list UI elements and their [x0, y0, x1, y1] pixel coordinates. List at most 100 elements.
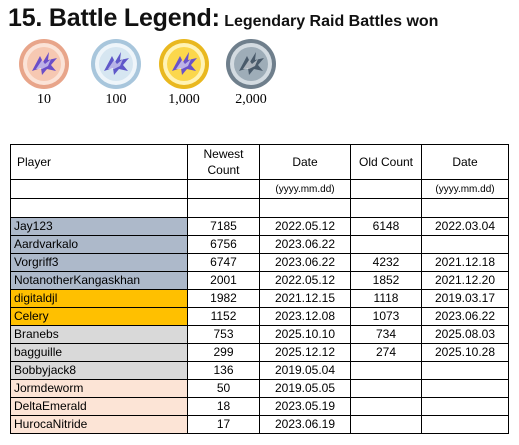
date-cell: 2023.06.22 [259, 235, 351, 254]
dragon-medal-icon [159, 39, 209, 89]
newest-count-cell: 7185 [187, 217, 260, 236]
newest-count-cell: 50 [187, 379, 260, 398]
old-date-cell: 2025.10.28 [421, 343, 509, 362]
old-date-cell: 2021.12.20 [421, 271, 509, 290]
old-count-cell [350, 379, 422, 398]
date-cell: 2023.06.22 [259, 253, 351, 272]
subheader-cell [10, 179, 188, 199]
player-cell: bagguille [10, 343, 188, 362]
table-row: Aardvarkalo 6756 2023.06.22 [10, 235, 509, 254]
table-row: HurocaNitride 17 2023.06.19 [10, 415, 509, 434]
medal-label: 1,000 [168, 92, 200, 107]
medal-label: 100 [105, 92, 127, 107]
old-count-cell [350, 415, 422, 434]
table-row: NotanotherKangaskhan 2001 2022.05.12 1852 20… [10, 271, 509, 290]
newest-count-cell: 1982 [187, 289, 260, 308]
player-cell: Jay123 [10, 217, 188, 236]
spacer-cell [187, 198, 260, 218]
leaderboard-table: Player Newest Count Date Old Count Date … [10, 144, 509, 434]
old-count-cell [350, 361, 422, 380]
old-count-cell: 4232 [350, 253, 422, 272]
date-cell: 2022.05.12 [259, 271, 351, 290]
date-cell: 2021.12.15 [259, 289, 351, 308]
header-newest-count: Newest Count [187, 144, 260, 180]
player-cell: Vorgriff3 [10, 253, 188, 272]
old-date-cell: 2022.03.04 [421, 217, 509, 236]
old-date-format-note: (yyyy.mm.dd) [421, 179, 509, 199]
old-date-cell: 2021.12.18 [421, 253, 509, 272]
medal-label: 10 [37, 92, 51, 107]
old-date-cell [421, 379, 509, 398]
player-cell: HurocaNitride [10, 415, 188, 434]
subheader-cell [187, 179, 260, 199]
newest-count-cell: 299 [187, 343, 260, 362]
date-cell: 2023.06.19 [259, 415, 351, 434]
medal-platinum: 2,000 [221, 38, 281, 108]
old-count-cell: 1852 [350, 271, 422, 290]
table-subheader-row: (yyyy.mm.dd) (yyyy.mm.dd) [10, 179, 509, 199]
old-count-cell [350, 235, 422, 254]
date-cell: 2019.05.05 [259, 379, 351, 398]
newest-count-cell: 18 [187, 397, 260, 416]
spacer-cell [350, 198, 422, 218]
player-cell: DeltaEmerald [10, 397, 188, 416]
table-header-row: Player Newest Count Date Old Count Date [10, 144, 509, 180]
medal-gold: 1,000 [154, 38, 214, 108]
spacer-cell [259, 198, 351, 218]
header-old-count: Old Count [350, 144, 422, 180]
dragon-medal-icon [226, 39, 276, 89]
header-date: Date [259, 144, 351, 180]
medal-label: 2,000 [235, 92, 267, 107]
newest-count-cell: 6756 [187, 235, 260, 254]
newest-count-cell: 753 [187, 325, 260, 344]
player-cell: digitaldjl [10, 289, 188, 308]
old-date-cell: 2019.03.17 [421, 289, 509, 308]
player-cell: Jormdeworm [10, 379, 188, 398]
old-count-cell: 1073 [350, 307, 422, 326]
old-count-cell: 734 [350, 325, 422, 344]
player-cell: NotanotherKangaskhan [10, 271, 188, 290]
date-cell: 2025.10.10 [259, 325, 351, 344]
old-count-cell: 1118 [350, 289, 422, 308]
title-main: 15. Battle Legend: [8, 4, 220, 32]
table-row: DeltaEmerald 18 2023.05.19 [10, 397, 509, 416]
date-cell: 2023.12.08 [259, 307, 351, 326]
player-cell: Aardvarkalo [10, 235, 188, 254]
old-date-cell: 2025.08.03 [421, 325, 509, 344]
dragon-medal-icon [91, 39, 141, 89]
old-date-cell [421, 397, 509, 416]
newest-count-cell: 17 [187, 415, 260, 434]
date-cell: 2019.05.04 [259, 361, 351, 380]
table-row: bagguille 299 2025.12.12 274 2025.10.28 [10, 343, 509, 362]
table-row: Vorgriff3 6747 2023.06.22 4232 2021.12.18 [10, 253, 509, 272]
medal-silver: 100 [86, 38, 146, 108]
header-player: Player [10, 144, 188, 180]
newest-count-cell: 1152 [187, 307, 260, 326]
old-date-cell [421, 235, 509, 254]
newest-count-cell: 6747 [187, 253, 260, 272]
table-row: Branebs 753 2025.10.10 734 2025.08.03 [10, 325, 509, 344]
player-cell: Bobbyjack8 [10, 361, 188, 380]
table-spacer-row [10, 198, 509, 218]
player-cell: Celery [10, 307, 188, 326]
newest-count-cell: 2001 [187, 271, 260, 290]
date-cell: 2023.05.19 [259, 397, 351, 416]
date-cell: 2022.05.12 [259, 217, 351, 236]
old-count-cell [350, 397, 422, 416]
player-cell: Branebs [10, 325, 188, 344]
old-date-cell [421, 361, 509, 380]
spacer-cell [10, 198, 188, 218]
header-old-date: Date [421, 144, 509, 180]
table-row: Jormdeworm 50 2019.05.05 [10, 379, 509, 398]
old-date-cell [421, 415, 509, 434]
dragon-medal-icon [19, 39, 69, 89]
title-sub: Legendary Raid Battles won [224, 13, 439, 30]
date-format-note: (yyyy.mm.dd) [259, 179, 351, 199]
date-cell: 2025.12.12 [259, 343, 351, 362]
table-row: Jay123 7185 2022.05.12 6148 2022.03.04 [10, 217, 509, 236]
table-row: Celery 1152 2023.12.08 1073 2023.06.22 [10, 307, 509, 326]
old-count-cell: 6148 [350, 217, 422, 236]
page-title: 15. Battle Legend: Legendary Raid Battle… [8, 4, 438, 33]
spacer-cell [421, 198, 509, 218]
old-date-cell: 2023.06.22 [421, 307, 509, 326]
